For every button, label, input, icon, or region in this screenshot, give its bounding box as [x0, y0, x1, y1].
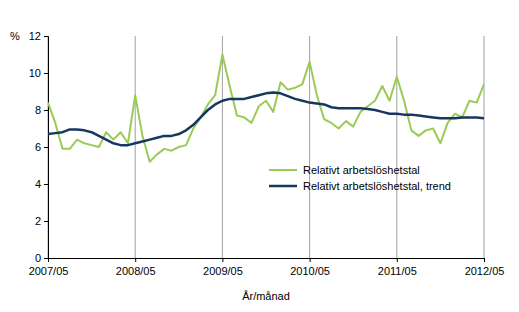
- grid-line: [309, 36, 310, 258]
- legend-swatch: [269, 185, 297, 188]
- y-tick: 4: [35, 178, 48, 190]
- x-tick: 2008/05: [116, 258, 156, 277]
- x-tick: 2010/05: [290, 258, 330, 277]
- x-tick-label: 2010/05: [290, 265, 330, 277]
- x-tick-mark: [48, 258, 49, 262]
- y-tick: 12: [29, 30, 48, 42]
- x-tick-label: 2008/05: [116, 265, 156, 277]
- y-tick-mark: [44, 73, 48, 74]
- plot-area: [48, 55, 484, 162]
- series-line: [48, 55, 484, 162]
- y-axis: 0 2 4 6 8 10 12: [29, 30, 49, 264]
- y-tick: 10: [29, 67, 48, 79]
- grid-line: [396, 36, 397, 258]
- x-tick-mark: [484, 258, 485, 262]
- y-tick-label: 2: [35, 215, 41, 227]
- y-tick-label: 10: [29, 67, 41, 79]
- y-tick-mark: [44, 184, 48, 185]
- y-tick-mark: [44, 221, 48, 222]
- x-tick: 2009/05: [203, 258, 243, 277]
- y-tick-label: 0: [35, 252, 41, 264]
- x-tick-mark: [222, 258, 223, 262]
- grid-line: [484, 36, 485, 258]
- y-tick-mark: [44, 147, 48, 148]
- legend-label: Relativt arbetslöshetstal, trend: [303, 180, 451, 192]
- x-tick-mark: [397, 258, 398, 262]
- grid: [48, 36, 484, 258]
- y-tick-label: 6: [35, 141, 41, 153]
- x-tick-label: 2011/05: [378, 265, 417, 277]
- y-tick-mark: [44, 110, 48, 111]
- x-tick-label: 2007/05: [29, 265, 69, 277]
- x-tick: 2012/05: [465, 258, 505, 277]
- grid-line: [135, 36, 136, 258]
- y-tick-label: 8: [35, 104, 41, 116]
- x-tick: 2007/05: [29, 258, 69, 277]
- y-tick-mark: [44, 36, 48, 37]
- y-tick: 0: [35, 252, 48, 264]
- y-tick: 2: [35, 215, 48, 227]
- x-axis-title: År/månad: [242, 290, 290, 302]
- y-tick-label: 12: [29, 30, 41, 42]
- y-tick-mark: [44, 258, 48, 259]
- legend: Relativt arbetslöshetstal Relativt arbets…: [269, 164, 451, 192]
- y-tick: 6: [35, 141, 48, 153]
- x-tick: 2011/05: [378, 258, 417, 277]
- grid-line: [222, 36, 223, 258]
- x-tick-mark: [310, 258, 311, 262]
- y-axis-title: %: [10, 30, 20, 42]
- legend-swatch: [269, 169, 297, 171]
- x-tick-mark: [135, 258, 136, 262]
- x-axis: 2007/05 2008/05 2009/05 2010/05 2011/05 2012/…: [29, 258, 505, 277]
- chart: 0 2 4 6 8 10 12 2007/05 2008/05 2009/05 2010/05 201…: [0, 0, 519, 312]
- x-tick-label: 2009/05: [203, 265, 243, 277]
- series-line: [48, 92, 484, 145]
- x-tick-label: 2012/05: [465, 265, 505, 277]
- y-tick: 8: [35, 104, 48, 116]
- x-axis-line: [49, 259, 485, 263]
- legend-label: Relativt arbetslöshetstal: [303, 164, 420, 176]
- y-tick-label: 4: [35, 178, 41, 190]
- y-axis-line: [44, 37, 49, 259]
